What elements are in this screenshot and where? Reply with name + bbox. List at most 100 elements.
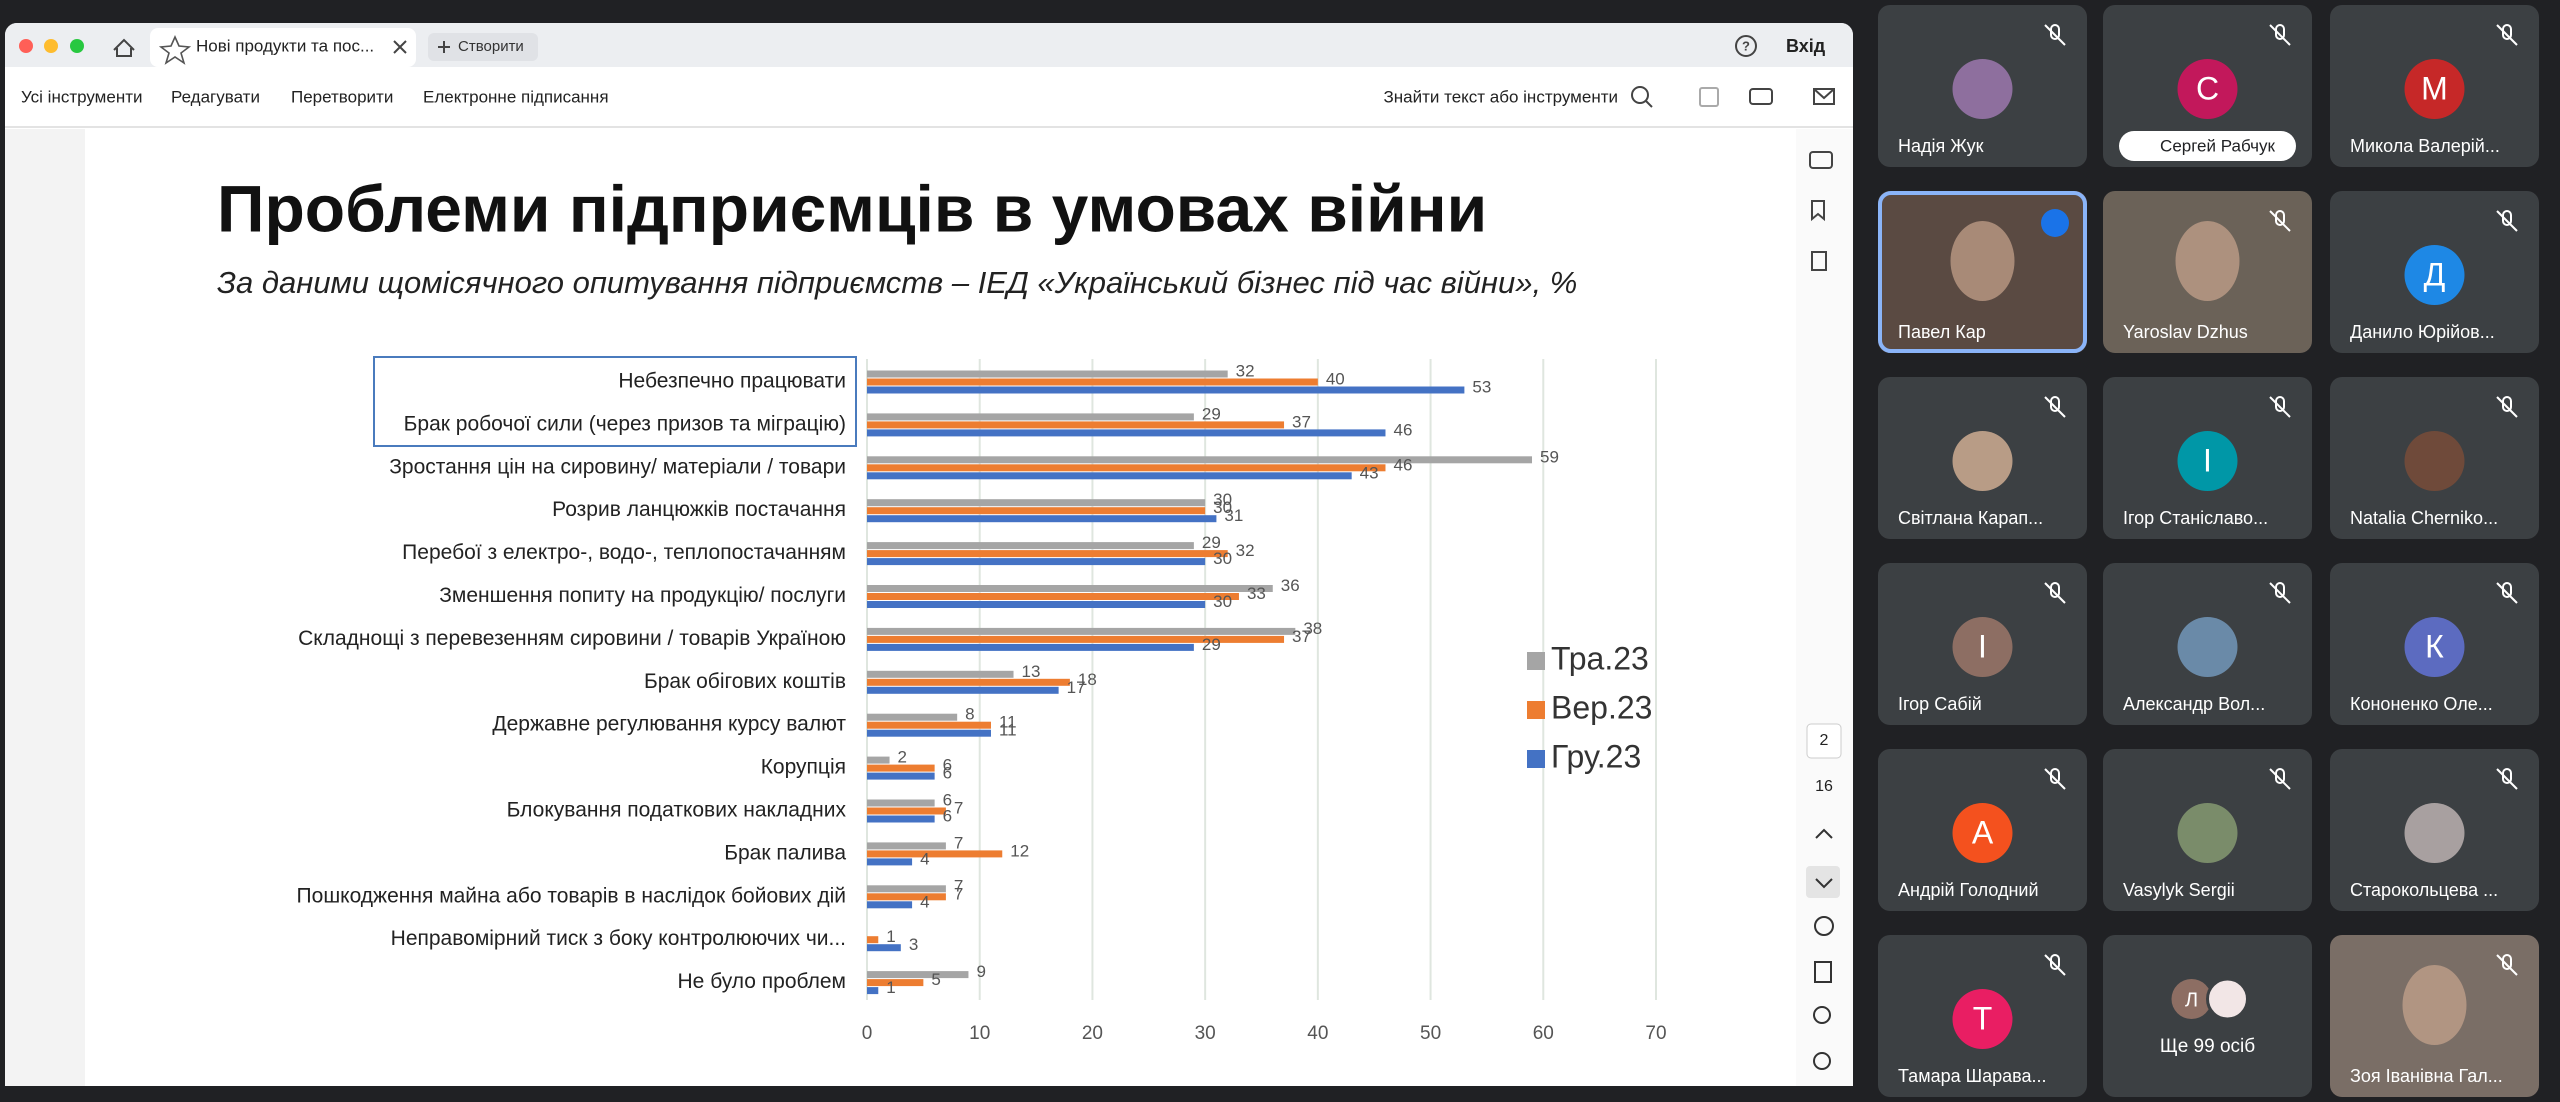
avatar-photo — [1952, 59, 2013, 119]
bar — [867, 721, 991, 729]
avatar-initial: Л — [2185, 989, 2198, 1011]
value-label: 7 — [954, 798, 963, 817]
mic-slash — [2269, 210, 2291, 232]
chart-title: Проблеми підприємців в умовах війни — [217, 171, 1487, 245]
left-gutter — [5, 129, 85, 1086]
avatar-photo — [2177, 617, 2238, 677]
video-figure — [2402, 965, 2467, 1045]
legend-swatch — [1527, 652, 1545, 670]
participants-grid: Надія Жук С Сергей Рабчук М Микола Валерій..… — [1878, 5, 2539, 1097]
star-icon[interactable] — [158, 35, 192, 65]
value-label: 29 — [1202, 404, 1221, 423]
tab[interactable] — [150, 28, 416, 67]
value-label: 18 — [1078, 670, 1097, 689]
avatar-initial: І — [2203, 442, 2212, 478]
zoom-dot[interactable] — [70, 39, 84, 53]
legend-swatch — [1527, 701, 1545, 719]
comment-icon[interactable] — [1809, 151, 1833, 169]
close-dot[interactable] — [19, 39, 33, 53]
home-icon[interactable] — [113, 38, 135, 57]
value-label: 6 — [943, 756, 952, 775]
avatar-photo — [1952, 431, 2013, 491]
avatar-initial: І — [1978, 628, 1987, 664]
print-icon[interactable] — [1749, 88, 1773, 105]
export-icon[interactable] — [1814, 961, 1832, 983]
ui-texts: Усі інструменти Редагувати Перетворити Елек… — [21, 87, 1833, 795]
bar — [867, 678, 1070, 686]
speaking-indicator — [2041, 209, 2069, 237]
x-tick-label: 60 — [1533, 1023, 1554, 1044]
new-tab-button[interactable] — [428, 33, 538, 61]
avatar-initial: А — [1972, 814, 1994, 850]
pages-icon[interactable] — [1811, 251, 1827, 271]
value-label: 43 — [1360, 463, 1379, 482]
page-current: 2 — [1820, 732, 1829, 749]
tab-close[interactable] — [393, 40, 407, 54]
value-label: 29 — [1202, 533, 1221, 552]
value-label: 6 — [943, 764, 952, 783]
menu-item[interactable]: Усі інструменти — [21, 87, 143, 106]
bar — [867, 815, 935, 823]
raised-hand-pill — [2119, 131, 2296, 161]
menu-item[interactable]: Перетворити — [291, 87, 393, 106]
bar — [867, 670, 1014, 678]
page-box[interactable] — [1806, 723, 1842, 759]
menu-item[interactable]: Електронне підписання — [423, 87, 609, 106]
legend-label: Гру.23 — [1551, 738, 1641, 774]
search-icon[interactable] — [1631, 86, 1649, 104]
menu-item[interactable]: Редагувати — [171, 87, 260, 106]
save-icon[interactable] — [1699, 87, 1719, 107]
bar — [867, 370, 1228, 378]
bar — [867, 550, 1228, 558]
tab-title: Нові продукти та пос... — [196, 36, 374, 55]
mic-slash — [2269, 768, 2291, 790]
participant-tile[interactable] — [2103, 935, 2312, 1097]
value-label: 1 — [886, 978, 895, 997]
zoom-in-icon[interactable] — [1813, 1006, 1831, 1024]
bar — [867, 413, 1194, 421]
avatar-initial: К — [2425, 628, 2444, 664]
rotate-icon[interactable] — [1814, 916, 1834, 936]
more-label[interactable]: Ще 99 осіб — [2160, 1036, 2255, 1057]
value-label: 37 — [1292, 412, 1311, 431]
bar — [867, 850, 1003, 858]
video-figure — [1950, 221, 2015, 301]
value-label: 46 — [1393, 455, 1412, 474]
help-icon[interactable] — [1735, 35, 1757, 57]
category-label: Складнощі з перевезенням сировини / това… — [298, 627, 846, 650]
avatar-initial: Д — [2424, 256, 2446, 292]
mail-icon[interactable] — [1813, 88, 1835, 105]
page-up[interactable] — [1815, 828, 1833, 839]
participant-name: Старокольцева ... — [2350, 880, 2498, 900]
avatar-initial: Т — [1973, 1000, 1993, 1036]
sign-in[interactable]: Вхід — [1786, 36, 1826, 56]
page-down-bg[interactable] — [1806, 866, 1840, 898]
minimize-dot[interactable] — [44, 39, 58, 53]
mic-slash — [2044, 582, 2066, 604]
participant-name: Зоя Іванівна Гал... — [2350, 1066, 2503, 1086]
value-label: 38 — [1303, 619, 1322, 638]
bar — [867, 979, 924, 987]
x-tick-label: 20 — [1082, 1023, 1103, 1044]
value-label: 33 — [1247, 584, 1266, 603]
value-label: 13 — [1022, 662, 1041, 681]
mic-slash — [2496, 768, 2518, 790]
bookmark-icon[interactable] — [1811, 200, 1825, 222]
category-label: Брак палива — [724, 841, 846, 864]
avatar-photo — [2404, 803, 2465, 863]
legend-label: Вер.23 — [1551, 689, 1652, 725]
search-label[interactable]: Знайти текст або інструменти — [1383, 87, 1618, 106]
participant-name: Кононенко Оле... — [2350, 694, 2493, 714]
avatar — [2171, 979, 2212, 1019]
value-label: 37 — [1292, 627, 1311, 646]
participant-name: Тамара Шарава... — [1898, 1066, 2047, 1086]
participant-name: Данило Юрійов... — [2350, 322, 2495, 342]
avatar-photo — [2206, 977, 2249, 1021]
participant-name: Андрій Голодний — [1898, 880, 2039, 900]
bar — [867, 499, 1206, 507]
zoom-out-icon[interactable] — [1813, 1052, 1831, 1070]
value-label: 9 — [976, 962, 985, 981]
mic-slash — [2269, 24, 2291, 46]
